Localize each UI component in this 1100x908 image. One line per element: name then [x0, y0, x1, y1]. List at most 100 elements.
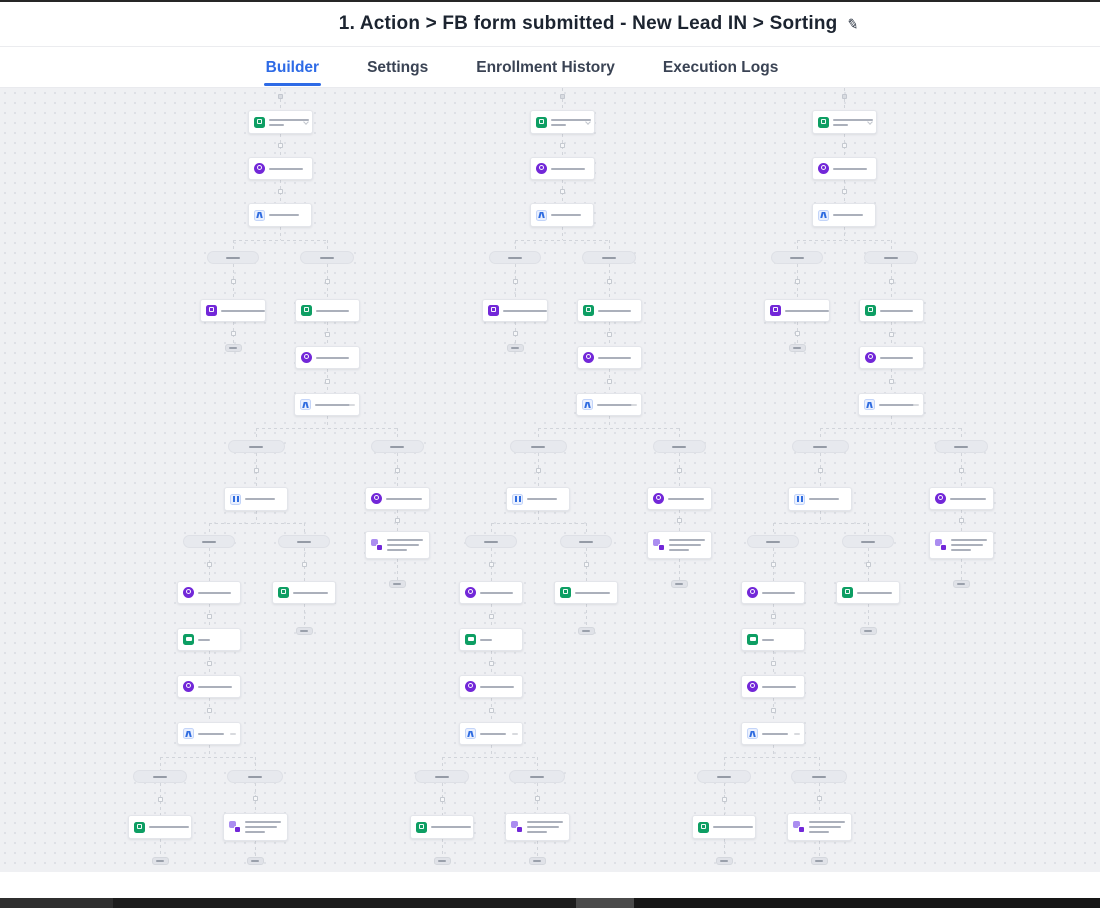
condition-2-node[interactable] — [294, 393, 360, 416]
add-step-button[interactable] — [534, 795, 540, 801]
add-step-button[interactable] — [324, 331, 330, 337]
add-step-button[interactable] — [277, 189, 283, 194]
add-step-button[interactable] — [676, 467, 682, 473]
add-step-button[interactable] — [230, 330, 236, 336]
branch-pill[interactable] — [465, 535, 517, 548]
wait-step-4-node[interactable] — [177, 675, 241, 698]
purple-action-node[interactable] — [764, 299, 830, 322]
add-step-button[interactable] — [606, 279, 612, 284]
workflow-canvas[interactable] — [0, 88, 1100, 872]
branch-pill[interactable] — [278, 535, 330, 548]
branch-pill[interactable] — [864, 251, 918, 264]
green-action-3-node[interactable] — [128, 815, 192, 839]
branch-pill[interactable] — [415, 770, 469, 783]
add-step-button[interactable] — [206, 562, 212, 567]
edit-pencil-icon[interactable]: ✎ — [846, 14, 861, 33]
purple-action-node[interactable] — [482, 299, 548, 322]
add-step-button[interactable] — [230, 279, 236, 284]
condition-2-node[interactable] — [576, 393, 642, 416]
branch-pill[interactable] — [771, 251, 823, 264]
branch-pill[interactable] — [227, 440, 285, 453]
pause-step-node[interactable] — [506, 487, 570, 511]
sms-step-node[interactable] — [459, 628, 523, 651]
green-action-1-node[interactable] — [576, 299, 642, 322]
branch-pill[interactable] — [183, 535, 235, 548]
add-step-button[interactable] — [770, 562, 776, 567]
add-step-button[interactable] — [794, 279, 800, 284]
add-step-button[interactable] — [252, 795, 258, 801]
branch-pill[interactable] — [509, 440, 567, 453]
branch-pill[interactable] — [934, 440, 988, 453]
tab-enrollment-history[interactable]: Enrollment History — [476, 59, 615, 76]
add-step-button[interactable] — [324, 279, 330, 284]
branch-pill[interactable] — [652, 440, 706, 453]
add-step-button[interactable] — [253, 467, 259, 473]
purple-action-node[interactable] — [200, 299, 266, 322]
add-step-button[interactable] — [324, 378, 330, 384]
pause-step-node[interactable] — [224, 487, 288, 511]
sms-step-node[interactable] — [177, 628, 241, 651]
condition-1-node[interactable] — [530, 203, 594, 227]
wait-step-1-node[interactable] — [247, 157, 313, 180]
wait-step-5-node[interactable] — [646, 487, 712, 510]
facebook-trigger-node[interactable] — [247, 110, 313, 134]
condition-3-node[interactable] — [459, 722, 523, 745]
add-step-button[interactable] — [394, 467, 400, 473]
add-step-button[interactable] — [770, 707, 776, 713]
add-step-button[interactable] — [488, 660, 494, 666]
add-step-button[interactable] — [583, 562, 589, 567]
branch-pill[interactable] — [489, 251, 541, 264]
branch-pill[interactable] — [582, 251, 636, 264]
branch-pill[interactable] — [300, 251, 354, 264]
add-step-button[interactable] — [817, 467, 823, 473]
add-step-button[interactable] — [488, 707, 494, 713]
add-step-button[interactable] — [606, 378, 612, 384]
wait-step-5-node[interactable] — [364, 487, 430, 510]
wait-step-3-node[interactable] — [177, 581, 241, 604]
add-step-button[interactable] — [816, 795, 822, 801]
wait-step-3-node[interactable] — [741, 581, 805, 604]
add-step-button[interactable] — [439, 796, 445, 802]
green-action-2-node[interactable] — [554, 581, 618, 604]
add-step-button[interactable] — [206, 613, 212, 619]
branch-pill[interactable] — [207, 251, 259, 264]
add-step-button[interactable] — [606, 331, 612, 337]
pause-step-node[interactable] — [788, 487, 852, 511]
add-step-button[interactable] — [394, 518, 400, 523]
add-step-button[interactable] — [958, 467, 964, 473]
wait-step-3-node[interactable] — [459, 581, 523, 604]
condition-1-node[interactable] — [248, 203, 312, 227]
branch-pill[interactable] — [133, 770, 187, 783]
add-step-button[interactable] — [512, 279, 518, 284]
condition-2-node[interactable] — [858, 393, 924, 416]
condition-1-node[interactable] — [812, 203, 876, 227]
green-action-1-node[interactable] — [858, 299, 924, 322]
add-step-button[interactable] — [841, 189, 847, 194]
wait-step-2-node[interactable] — [576, 346, 642, 369]
add-step-button[interactable] — [535, 467, 541, 473]
branch-pill[interactable] — [791, 440, 849, 453]
green-action-3-node[interactable] — [692, 815, 756, 839]
branch-pill[interactable] — [697, 770, 751, 783]
condition-3-node[interactable] — [741, 722, 805, 745]
branch-pill[interactable] — [509, 770, 565, 783]
add-step-button[interactable] — [865, 562, 871, 567]
add-step-button[interactable] — [488, 562, 494, 567]
green-action-1-node[interactable] — [294, 299, 360, 322]
add-step-button[interactable] — [841, 143, 847, 148]
branch-pill[interactable] — [842, 535, 894, 548]
add-to-workflow-2-node[interactable] — [504, 813, 570, 841]
tab-builder[interactable]: Builder — [263, 57, 322, 86]
green-action-2-node[interactable] — [836, 581, 900, 604]
add-step-button[interactable] — [488, 613, 494, 619]
add-step-button[interactable] — [958, 518, 964, 523]
add-step-button[interactable] — [794, 330, 800, 336]
branch-pill[interactable] — [560, 535, 612, 548]
add-step-button[interactable] — [721, 796, 727, 802]
wait-step-1-node[interactable] — [811, 157, 877, 180]
add-step-button[interactable] — [301, 562, 307, 567]
wait-step-1-node[interactable] — [529, 157, 595, 180]
tab-settings[interactable]: Settings — [367, 59, 429, 76]
add-step-button[interactable] — [157, 796, 163, 802]
add-to-workflow-1-node[interactable] — [646, 531, 712, 559]
